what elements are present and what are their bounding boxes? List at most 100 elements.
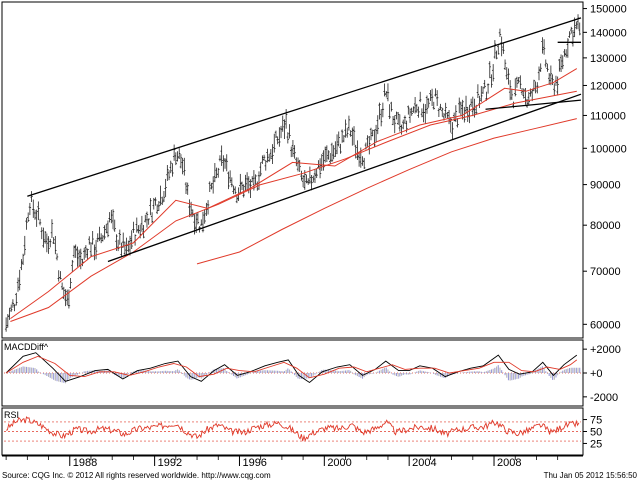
ohlc-bar [89, 242, 93, 257]
ohlc-bar [262, 154, 266, 161]
ohlc-bar [308, 166, 312, 184]
ohlc-bar [352, 126, 356, 146]
ohlc-bar [301, 174, 305, 188]
ohlc-bar [437, 108, 441, 118]
macd-panel: +2000 +0 -2000 [4, 344, 621, 404]
price-panel: 150000 140000 130000 120000 110000 100000 9000… [4, 4, 627, 332]
ohlc-bar [96, 233, 99, 243]
ohlc-bar [257, 171, 261, 190]
ohlc-bar [330, 142, 334, 163]
ohlc-bar [288, 124, 291, 139]
ohlc-bar [527, 91, 531, 106]
ohlc-bar [544, 59, 547, 68]
ohlc-bar [113, 219, 116, 232]
ohlc-bar [171, 163, 174, 177]
ohlc-bar [206, 200, 210, 215]
ohlc-bar [208, 181, 211, 192]
ohlc-bar [566, 38, 570, 58]
ohlc-bar [28, 202, 32, 216]
ohlc-bar [4, 317, 8, 332]
ohlc-bar [508, 80, 512, 101]
ohlc-bar [76, 246, 79, 267]
ohlc-bar [45, 233, 49, 253]
ohlc-bar [495, 50, 498, 60]
ohlc-bar [200, 219, 203, 226]
ohlc-bar [408, 108, 412, 123]
ohlc-bar [525, 98, 529, 108]
ohlc-bar [398, 114, 402, 132]
ohlc-bar [539, 63, 542, 73]
ohlc-bar [279, 125, 283, 139]
ohlc-bar [127, 240, 130, 253]
ohlc-bar [250, 176, 254, 183]
ohlc-bar [81, 258, 84, 267]
ohlc-bar [266, 148, 269, 163]
ohlc-bar [276, 136, 279, 145]
ohlc-bar [186, 182, 189, 195]
macd-signal-line [5, 355, 578, 379]
ohlc-bar [254, 174, 257, 185]
ohlc-bar [21, 253, 25, 265]
ohlc-bar [524, 87, 527, 105]
ohlc-bar [542, 39, 546, 55]
price-tick-label: 110000 [590, 110, 626, 122]
ohlc-bar [30, 191, 33, 203]
ohlc-bar [491, 64, 495, 82]
ohlc-bar [323, 146, 327, 163]
ohlc-bar [403, 115, 407, 124]
ohlc-bar [178, 148, 181, 159]
ohlc-bar [571, 29, 575, 47]
ohlc-bar [77, 249, 81, 267]
x-tick-label: 2004 [412, 457, 436, 469]
ohlc-bar [271, 144, 274, 164]
ohlc-bar [20, 259, 23, 271]
ohlc-bar [510, 88, 514, 100]
ohlc-bar [347, 115, 351, 131]
ohlc-bar [300, 170, 303, 181]
ohlc-bar [101, 234, 105, 242]
ohlc-bar [417, 106, 420, 118]
ohlc-bar [125, 237, 128, 255]
ohlc-bar [281, 115, 284, 132]
ohlc-bar [441, 107, 444, 117]
ohlc-bar [64, 289, 67, 307]
ohlc-bar [274, 130, 278, 138]
ohlc-bar [66, 289, 69, 306]
ohlc-bar [497, 45, 500, 55]
ohlc-bar [240, 181, 244, 190]
ohlc-bar [393, 115, 396, 134]
ohlc-bar [498, 28, 502, 37]
ohlc-bar [376, 115, 379, 135]
ohlc-bar [93, 244, 96, 261]
ohlc-bar [35, 209, 38, 227]
ohlc-bar [356, 140, 359, 160]
ohlc-bar [461, 99, 464, 120]
ohlc-bar [18, 269, 21, 291]
ohlc-bar [315, 168, 318, 179]
ohlc-bar [215, 167, 218, 179]
x-tick-label: 1996 [242, 457, 266, 469]
trendline [27, 17, 582, 197]
ohlc-bar [116, 239, 120, 252]
trendline [107, 93, 582, 263]
ohlc-bar [213, 162, 217, 183]
price-tick-label: 70000 [590, 266, 621, 278]
ohlc-bar [449, 117, 452, 133]
ohlc-bar [541, 37, 544, 54]
price-tick-label: 100000 [590, 143, 627, 155]
ohlc-bar [157, 201, 161, 211]
ohlc-bar [385, 91, 388, 98]
ohlc-bar [420, 108, 424, 118]
ohlc-bar [485, 91, 488, 101]
ohlc-bar [167, 170, 171, 181]
ohlc-bar [162, 191, 166, 202]
ohlc-bar [123, 241, 127, 257]
ohlc-bar [344, 119, 347, 138]
ohlc-bar [546, 63, 549, 72]
ohlc-bar [191, 209, 194, 217]
ohlc-bar [149, 198, 152, 216]
ohlc-bar [383, 83, 386, 97]
ohlc-bar [419, 91, 422, 103]
ohlc-bar [464, 95, 468, 114]
ohlc-bar [132, 221, 135, 233]
